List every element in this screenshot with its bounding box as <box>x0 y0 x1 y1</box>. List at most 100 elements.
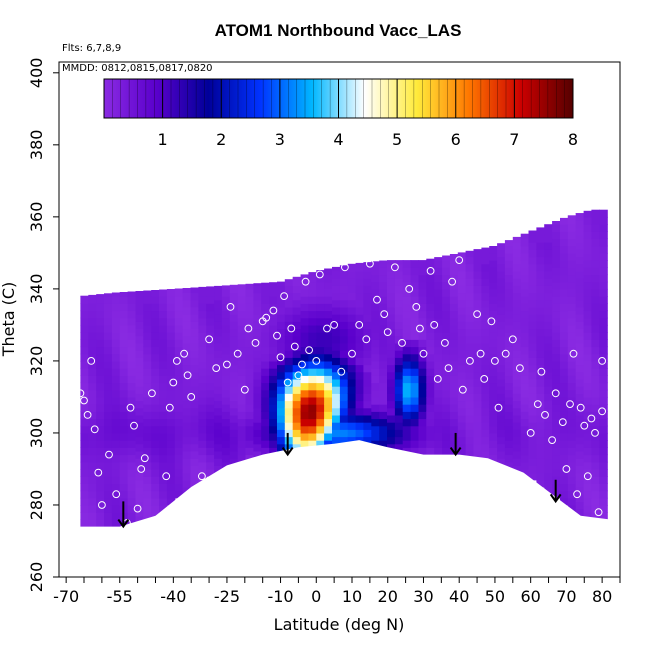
heatmap-cell <box>567 267 577 276</box>
heatmap-cell <box>159 425 168 434</box>
heatmap-cell <box>442 382 451 391</box>
heatmap-cell <box>536 321 545 330</box>
heatmap-cell <box>394 386 404 394</box>
heatmap-cell <box>536 306 545 315</box>
heatmap-cell <box>355 357 365 366</box>
heatmap-cell <box>504 360 514 369</box>
heatmap-cell <box>308 418 317 427</box>
heatmap-cell <box>449 267 459 276</box>
heatmap-cell <box>206 396 215 405</box>
heatmap-cell <box>567 238 577 247</box>
heatmap-cell <box>591 252 600 261</box>
heatmap-cell <box>292 321 302 330</box>
heatmap-cell <box>104 454 113 463</box>
heatmap-cell <box>575 285 585 294</box>
heatmap-cell <box>473 357 482 366</box>
heatmap-cell <box>119 411 129 420</box>
heatmap-cell <box>159 454 168 463</box>
heatmap-cell <box>316 317 325 326</box>
heatmap-cell <box>583 267 593 276</box>
heatmap-cell <box>104 512 113 520</box>
heatmap-cell <box>481 299 490 308</box>
heatmap-cell <box>512 256 522 265</box>
heatmap-cell <box>143 339 152 348</box>
heatmap-cell <box>394 393 404 402</box>
heatmap-cell <box>316 270 325 276</box>
flight-point <box>587 414 596 423</box>
heatmap-cell <box>151 368 160 376</box>
heatmap-cell <box>174 425 184 434</box>
heatmap-cell <box>127 440 137 448</box>
heatmap-cell <box>402 411 412 420</box>
heatmap-cell <box>277 342 286 351</box>
heatmap-cell <box>206 303 215 312</box>
heatmap-cell <box>80 483 89 492</box>
heatmap-cell <box>284 292 294 301</box>
heatmap-cell <box>465 393 475 402</box>
heatmap-cell <box>284 342 294 351</box>
heatmap-cell <box>426 339 435 348</box>
heatmap-cell <box>497 292 506 301</box>
heatmap-cell <box>544 451 553 459</box>
heatmap-cell <box>88 519 97 528</box>
heatmap-cell <box>229 378 239 387</box>
heatmap-cell <box>104 418 113 427</box>
heatmap-cell <box>127 368 137 376</box>
heatmap-cell <box>190 378 199 387</box>
flight-point <box>383 328 392 337</box>
heatmap-cell <box>332 422 341 430</box>
heatmap-cell <box>166 404 176 412</box>
heatmap-cell <box>465 407 475 416</box>
heatmap-cell <box>528 443 537 452</box>
heatmap-cell <box>206 368 215 376</box>
heatmap-cell <box>583 346 593 355</box>
heatmap-cell <box>88 382 97 391</box>
heatmap-cell <box>449 332 459 340</box>
heatmap-cell <box>104 368 113 376</box>
heatmap-cell <box>143 411 152 420</box>
heatmap-cell <box>214 328 223 337</box>
heatmap-cell <box>410 303 420 312</box>
heatmap-cell <box>104 317 113 326</box>
y-axis-label: Theta (C) <box>0 282 18 358</box>
heatmap-cell <box>111 411 121 420</box>
heatmap-cell <box>599 411 608 420</box>
heatmap-cell <box>426 440 435 448</box>
heatmap-cell <box>237 317 247 326</box>
heatmap-cell <box>159 389 168 398</box>
heatmap-cell <box>394 357 404 366</box>
heatmap-cell <box>363 350 372 358</box>
heatmap-cell <box>135 443 144 452</box>
heatmap-cell <box>355 285 365 294</box>
heatmap-cell <box>418 382 427 391</box>
heatmap-cell <box>284 378 294 387</box>
heatmap-cell <box>520 233 530 240</box>
heatmap-cell <box>229 371 239 380</box>
heatmap-cell <box>402 353 412 362</box>
heatmap-cell <box>379 389 388 398</box>
heatmap-cell <box>379 404 388 412</box>
heatmap-cell <box>96 440 105 448</box>
flight-point <box>205 335 214 344</box>
heatmap-cell <box>402 404 412 412</box>
heatmap-cell <box>221 404 231 412</box>
heatmap-cell <box>229 306 239 315</box>
heatmap-cell <box>575 472 585 481</box>
heatmap-cell <box>104 339 113 348</box>
heatmap-cell <box>96 303 105 312</box>
heatmap-cell <box>88 497 97 506</box>
flight-point <box>90 425 99 434</box>
heatmap-cell <box>190 465 199 474</box>
heatmap-cell <box>339 285 349 294</box>
heatmap-cell <box>300 281 310 290</box>
heatmap-cell <box>119 476 129 484</box>
heatmap-cell <box>355 299 365 308</box>
heatmap-cell <box>198 353 207 362</box>
heatmap-cell <box>332 393 341 402</box>
heatmap-cell <box>591 404 600 412</box>
heatmap-cell <box>552 281 561 290</box>
heatmap-cell <box>316 404 325 412</box>
heatmap-cell <box>261 332 270 340</box>
heatmap-cell <box>339 335 349 344</box>
heatmap-cell <box>520 288 530 297</box>
